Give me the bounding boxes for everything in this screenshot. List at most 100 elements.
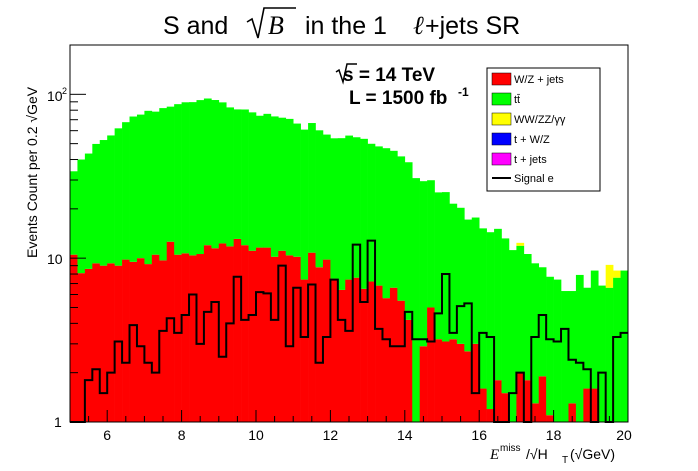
histogram-bar (241, 109, 249, 246)
legend-label: Signal e (514, 173, 554, 185)
histogram-bar (538, 267, 547, 377)
legend-swatch (491, 132, 512, 146)
histogram-bar (70, 254, 78, 422)
histogram-bar (70, 171, 78, 255)
x-axis-ticks (69, 410, 629, 422)
histogram-bar (546, 276, 554, 416)
histogram-bar (226, 246, 234, 422)
histogram-bar (494, 380, 502, 422)
histogram-bar (300, 279, 309, 422)
histogram-bar (330, 278, 339, 422)
legend-swatch (491, 72, 512, 86)
x-axis-title-sup: miss (500, 443, 521, 454)
energy-label: s = 14 TeV (343, 65, 435, 86)
histogram-bar (382, 298, 391, 422)
histogram-bar (516, 245, 525, 373)
histogram-bar (99, 140, 108, 266)
histogram-bar (419, 181, 428, 347)
histogram-bar (315, 130, 324, 268)
histogram-bar (114, 128, 123, 266)
histogram-bar (107, 135, 115, 264)
histogram-bar (613, 270, 621, 278)
x-tick-label: 14 (397, 427, 413, 443)
legend-entry-signal: Signal e (492, 173, 554, 185)
histogram-bar (337, 289, 346, 422)
histogram-bar (151, 254, 160, 422)
histogram-bar (598, 285, 606, 422)
histogram-bar (427, 307, 435, 422)
legend-entry-ttbar: tt̄ (491, 92, 520, 106)
histogram-bar (590, 388, 599, 422)
histogram-bar (464, 219, 473, 352)
x-tick-label: 18 (546, 427, 562, 443)
histogram-bar (367, 143, 376, 282)
histogram-bar (553, 279, 562, 422)
y-tick-label-100-exp: 2 (62, 86, 67, 96)
legend-swatch (491, 92, 512, 106)
histogram-bar (107, 263, 115, 422)
histogram-bar (189, 102, 197, 256)
histogram-bar (583, 388, 592, 422)
signal-line-layer (70, 239, 628, 423)
histogram-bar (523, 254, 532, 381)
histogram-bar (211, 100, 220, 249)
x-axis-title-main: E (489, 447, 499, 463)
histogram-bar (278, 117, 287, 251)
histogram-bar (285, 255, 294, 422)
title-lepton: ℓ (413, 11, 424, 40)
histogram-bar (270, 116, 279, 257)
legend-label: WW/ZZ/γγ (514, 114, 566, 126)
histogram-bar (159, 108, 168, 261)
histogram-bar (256, 247, 264, 422)
histogram-bar (159, 260, 168, 422)
histogram-bar (263, 247, 272, 422)
x-axis-title-rest: /√H (526, 446, 548, 462)
histogram-bar (375, 146, 383, 286)
x-axis-title: E miss /√H T (√GeV) (489, 443, 615, 466)
histogram-bar (501, 393, 510, 422)
x-tick-label: 12 (323, 427, 339, 443)
energy-lumi-annotation: s = 14 TeV L = 1500 fb -1 (335, 63, 469, 109)
histogram-bar (546, 415, 554, 422)
histogram-bar (471, 343, 480, 422)
histogram-bar (203, 98, 212, 246)
histogram-bar (442, 341, 450, 422)
histogram-bar (404, 319, 413, 422)
histogram-bar (352, 137, 361, 278)
histogram-bar (590, 270, 599, 389)
histogram-bar (397, 156, 406, 301)
histogram-bar (136, 258, 145, 422)
histogram-bar (77, 273, 86, 422)
histogram-bar (300, 129, 309, 280)
histogram-bar (434, 339, 443, 422)
histogram-bar (345, 135, 354, 280)
histogram-bar (233, 238, 242, 422)
histogram-bar (308, 252, 316, 422)
histogram-bar (84, 268, 93, 422)
histogram-bar (456, 343, 465, 422)
histogram-bar (337, 138, 346, 290)
histogram-bar (397, 300, 406, 422)
signal-step-line (70, 239, 628, 423)
histogram-bar (315, 267, 324, 422)
histogram-bar (166, 106, 175, 242)
x-tick-label: 20 (616, 427, 632, 443)
legend-swatch (491, 152, 512, 166)
luminosity-exponent: -1 (458, 85, 469, 99)
histogram-bar (568, 291, 577, 404)
histogram-bar (360, 138, 368, 289)
legend-swatch (491, 112, 512, 126)
histogram-bar (203, 245, 212, 422)
histogram-bar (561, 291, 569, 422)
histogram-bar (270, 256, 279, 422)
histogram-bar (508, 250, 517, 422)
x-tick-label: 8 (178, 427, 186, 443)
histogram-bar (456, 207, 465, 344)
histogram-bar (293, 256, 301, 422)
histogram-bar (322, 134, 331, 260)
histogram-bar (486, 232, 495, 410)
histogram-bar (218, 243, 227, 422)
y-tick-label-1: 1 (54, 414, 62, 430)
histogram-bar (77, 159, 86, 274)
